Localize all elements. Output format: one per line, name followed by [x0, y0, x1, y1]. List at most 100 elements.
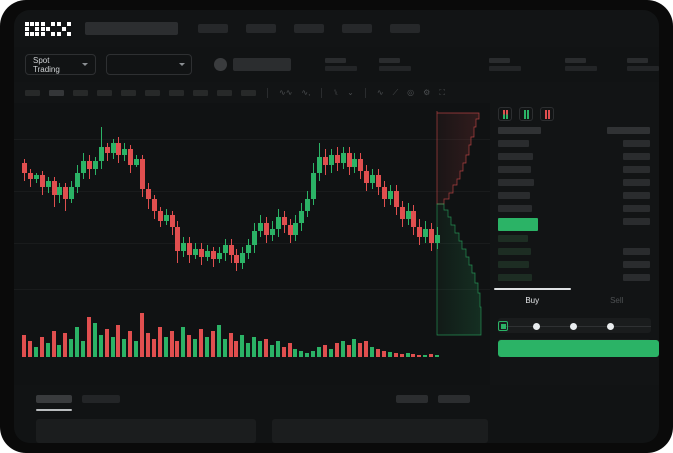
line-chart-icon[interactable]: ∿	[376, 87, 384, 97]
volume-bar	[417, 355, 422, 357]
orders-tab-history[interactable]	[82, 395, 120, 403]
order-book-bid-row[interactable]	[490, 235, 659, 248]
orders-action-2[interactable]	[438, 395, 470, 403]
alert-icon[interactable]: ⑊	[333, 87, 339, 97]
orderbook-mode-asks-icon[interactable]	[540, 107, 554, 121]
nav-item-3[interactable]	[294, 24, 324, 33]
volume-bar	[334, 343, 339, 357]
order-book-ask-row[interactable]	[490, 166, 659, 179]
slider-step-dot[interactable]	[533, 323, 540, 330]
orders-action-1[interactable]	[396, 395, 428, 403]
tab-sell[interactable]: Sell	[575, 288, 660, 312]
price-chart[interactable]	[14, 103, 490, 385]
nav-item-1[interactable]	[198, 24, 228, 33]
order-book-bid-row[interactable]	[490, 274, 659, 287]
market-stat-3	[489, 58, 521, 71]
orderbook-col-header-price	[498, 127, 541, 134]
slider-step-dot[interactable]	[607, 323, 614, 330]
ask-size	[623, 179, 650, 186]
volume-bar	[269, 345, 274, 357]
market-stat-label	[325, 58, 346, 63]
spot-trading-dropdown[interactable]: Spot Trading	[25, 54, 96, 75]
volume-bar	[322, 345, 327, 357]
order-history-card[interactable]	[272, 419, 488, 443]
chevron-down-icon[interactable]: ⌄	[347, 87, 354, 97]
volume-bar	[22, 335, 26, 357]
interval-button-5[interactable]	[121, 89, 136, 96]
order-book-bid-row[interactable]	[490, 261, 659, 274]
nav-item-2[interactable]	[246, 24, 276, 33]
last-price-value	[232, 58, 291, 71]
ask-price	[498, 192, 530, 199]
candle-body	[334, 155, 340, 163]
settings-icon[interactable]: ⚙	[423, 87, 431, 97]
nav-item-5[interactable]	[390, 24, 420, 33]
interval-button-8[interactable]	[193, 89, 208, 96]
candle-body	[57, 187, 63, 195]
interval-button-6[interactable]	[145, 89, 160, 96]
orderbook-mode-bids-icon[interactable]	[519, 107, 533, 121]
order-book-ask-row[interactable]	[490, 153, 659, 166]
order-book-ask-row[interactable]	[490, 179, 659, 192]
interval-button-2[interactable]	[49, 89, 64, 96]
candle-body	[281, 217, 287, 225]
volume-bar	[358, 343, 363, 357]
candle-body	[381, 187, 387, 199]
volume-bar	[128, 331, 133, 357]
volume-bar	[199, 329, 203, 357]
volume-bar	[305, 353, 310, 357]
bid-price	[498, 235, 528, 242]
candle-body	[305, 199, 311, 211]
candle-body	[140, 159, 145, 189]
slider-step-dot[interactable]	[570, 323, 577, 330]
interval-button-1[interactable]	[25, 89, 40, 96]
candle-body	[317, 157, 322, 173]
interval-button-10[interactable]	[241, 89, 256, 96]
interval-button-4[interactable]	[97, 89, 112, 96]
volume-bar	[346, 345, 351, 357]
candle-body	[263, 223, 269, 235]
interval-button-9[interactable]	[217, 89, 232, 96]
candle-body	[258, 223, 263, 231]
order-book-rows[interactable]	[490, 127, 659, 287]
orders-tab-open[interactable]	[36, 395, 72, 403]
indicator-icon[interactable]: ∿∿	[279, 87, 293, 97]
order-book-ask-row[interactable]	[490, 140, 659, 153]
measure-icon[interactable]: ⟋	[392, 87, 399, 97]
compare-icon[interactable]: ∿,	[301, 87, 311, 97]
submit-order-button[interactable]	[498, 340, 659, 357]
amount-slider[interactable]	[498, 321, 651, 333]
order-book-header-row	[490, 127, 659, 140]
volume-bar	[181, 327, 186, 357]
fullscreen-icon[interactable]: ⛶	[439, 87, 445, 97]
order-book-spread-row[interactable]	[490, 218, 659, 235]
slider-handle[interactable]	[498, 321, 508, 331]
bid-size	[623, 274, 650, 281]
interval-button-3[interactable]	[73, 89, 88, 96]
candle-body	[81, 161, 86, 173]
ask-price	[498, 166, 531, 173]
global-search-input[interactable]	[85, 22, 178, 35]
volume-bar	[104, 329, 109, 357]
nav-item-4[interactable]	[342, 24, 372, 33]
candle-body	[387, 191, 393, 199]
open-orders-card[interactable]	[36, 419, 256, 443]
candle-body	[193, 249, 199, 255]
candle-body	[92, 161, 98, 169]
volume-bar	[423, 355, 428, 357]
tab-buy[interactable]: Buy	[490, 288, 575, 312]
okx-logo[interactable]	[25, 21, 71, 36]
volume-bar	[175, 341, 180, 357]
volume-bar	[193, 339, 198, 357]
chevron-down-icon	[81, 63, 88, 66]
camera-icon[interactable]: ◎	[407, 87, 415, 97]
order-book-bid-row[interactable]	[490, 248, 659, 261]
order-book-ask-row[interactable]	[490, 192, 659, 205]
orderbook-mode-both-icon[interactable]	[498, 107, 512, 121]
trading-pair-dropdown[interactable]	[105, 54, 192, 75]
interval-button-7[interactable]	[169, 89, 184, 96]
chart-gridline	[14, 139, 490, 140]
candle-body	[346, 153, 352, 167]
order-book-ask-row[interactable]	[490, 205, 659, 218]
